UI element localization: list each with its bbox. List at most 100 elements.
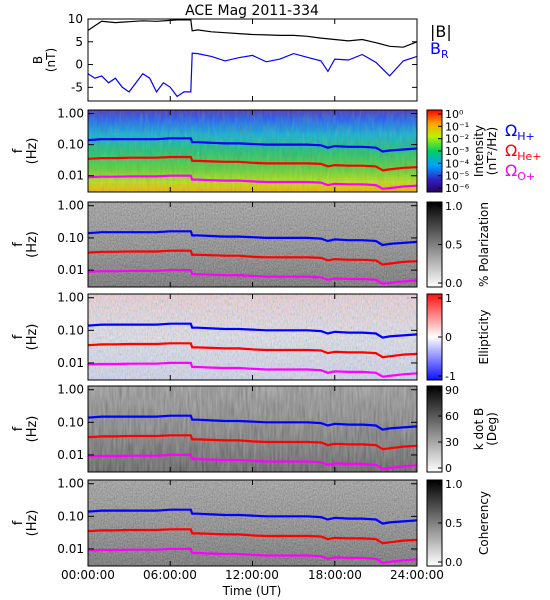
colorbar-tick-label: 0.5 — [445, 517, 463, 530]
panel-polarization: 1.00 0.10 0.01 f (Hz) 1.0 0.5 0.0 % Polarization — [11, 199, 491, 290]
y-tick-label: 0.10 — [57, 138, 84, 152]
colorbar-label-line: (nT²/Hz) — [485, 127, 499, 175]
colorbar-tick-label: 10⁻³ — [445, 145, 469, 158]
colorbar-tick-label: 10⁻¹ — [445, 120, 469, 133]
y-axis-label-line: B — [31, 56, 45, 64]
y-axis-label-line: f — [11, 334, 26, 339]
h-plus-gyrofrequency-line — [88, 508, 417, 525]
panel-coherency: 1.00 0.10 0.01 f (Hz) 1.0 0.5 0.0 Coherency — [11, 477, 491, 569]
spectrogram-texture — [88, 386, 417, 472]
o-plus-gyrofrequency-line — [88, 174, 417, 190]
spectrogram-texture — [88, 202, 417, 287]
o-plus-gyrofrequency-line — [88, 547, 417, 564]
legend-b-radial: BR — [430, 39, 449, 61]
spectrogram-texture — [88, 110, 417, 192]
panel-power-spectrum: 1.00 0.10 0.01 f (Hz) 10⁰10⁻¹10⁻²10⁻³10⁻⁴10⁻⁵… — [11, 107, 542, 195]
y-axis-label-line: (Hz) — [25, 510, 40, 537]
y-axis-label: f (Hz) — [11, 324, 40, 351]
x-axis-label: Time (UT) — [222, 584, 282, 598]
y-axis-label: B (nT) — [31, 48, 58, 72]
y-tick-label: 1.00 — [57, 107, 84, 121]
y-tick-label: 10 — [68, 12, 83, 26]
colorbar-tick-label: 10⁻⁶ — [445, 182, 470, 195]
colorbar-tick-label: 0.0 — [445, 277, 463, 290]
h-plus-gyrofrequency-line — [88, 230, 417, 247]
colorbar-tick-label: 90 — [445, 384, 459, 397]
y-tick-label: 1.00 — [57, 383, 84, 397]
colorbar-tick-label: 0 — [445, 462, 452, 475]
colorbar-label-line: Ellipticity — [477, 310, 491, 365]
colorbar-label: % Polarization — [477, 202, 491, 287]
colorbar-tick-label: 0.5 — [445, 239, 463, 252]
colorbar-label-line: Coherency — [477, 491, 491, 555]
y-tick-label: 0.01 — [57, 263, 84, 277]
o-plus-gyrofrequency-line — [88, 269, 417, 285]
spectrogram-image — [88, 386, 417, 472]
he-plus-gyrofrequency-line — [88, 342, 417, 359]
x-tick-label: 00:00:00 — [61, 568, 115, 582]
y-axis-label: f (Hz) — [11, 510, 40, 537]
he-plus-gyrofrequency-line — [88, 155, 417, 172]
legend-b-total: |B| — [430, 22, 452, 41]
y-tick-label: 0.01 — [57, 356, 84, 370]
x-tick-label: 18:00:00 — [308, 568, 362, 582]
y-tick-label: 0.01 — [57, 542, 84, 556]
colorbar-tick-label: 10⁻⁵ — [445, 170, 469, 183]
panel-k-dot-b: 1.00 0.10 0.01 f (Hz) 90 60 30 0 k dot B (Deg) — [11, 383, 499, 475]
y-axis-label-line: (Hz) — [25, 231, 40, 258]
panel-ellipticity: 1.00 0.10 0.01 f (Hz) 1 0 -1 Ellipticity — [11, 291, 491, 383]
he-plus-gyrofrequency-line — [88, 249, 417, 266]
colorbar-tick-label: 60 — [445, 410, 459, 423]
colorbar — [426, 385, 443, 473]
y-tick-label: 1.00 — [57, 199, 84, 213]
h-plus-gyrofrequency-line — [88, 414, 417, 431]
h-plus-gyrofrequency-line — [88, 137, 417, 153]
y-axis-label: f (Hz) — [11, 138, 40, 165]
colorbar-tick-label: 1 — [445, 292, 452, 305]
he-plus-gyrofrequency-line — [88, 528, 417, 545]
y-axis-label-line: f — [11, 426, 26, 431]
panel-frame — [87, 18, 418, 102]
y-tick-label: 0.01 — [57, 448, 84, 462]
y-axis-label: f (Hz) — [11, 416, 40, 443]
y-tick-label: 1.00 — [57, 477, 84, 491]
colorbar-label-line: (Deg) — [485, 412, 499, 446]
panel-magnetic-field: 10 5 0 -5 B (nT) |B|BR — [31, 12, 452, 102]
o-plus-gyrofrequency-line — [88, 361, 417, 378]
spectrogram-texture — [88, 294, 417, 380]
colorbar-tick-label: 10⁻⁴ — [445, 157, 470, 170]
x-tick-label: 24:00:00 — [390, 568, 444, 582]
figure-title: ACE Mag 2011-334 — [185, 3, 319, 19]
legend-h-plus: ΩH+ — [505, 121, 535, 143]
series-line-b-radial — [87, 52, 418, 98]
colorbar-label: k dot B (Deg) — [472, 408, 499, 450]
y-tick-label: 0 — [75, 58, 83, 72]
he-plus-gyrofrequency-line — [88, 434, 417, 451]
spectrogram-image — [88, 294, 417, 380]
y-axis-label-line: (nT) — [44, 48, 58, 72]
colorbar-tick-label: 1.0 — [445, 478, 463, 491]
y-tick-label: 5 — [75, 35, 83, 49]
y-axis-label-line: f — [11, 242, 26, 247]
y-axis-label: f (Hz) — [11, 231, 40, 258]
x-tick-label: 12:00:00 — [225, 568, 279, 582]
y-tick-label: 0.10 — [57, 231, 84, 245]
spectrogram-image — [88, 480, 417, 566]
legend-he-plus: ΩHe+ — [505, 141, 542, 163]
colorbar-label-line: k dot B — [472, 408, 486, 450]
y-tick-label: 1.00 — [57, 291, 84, 305]
spectrogram-texture — [88, 480, 417, 566]
h-plus-gyrofrequency-line — [88, 322, 417, 339]
y-axis-label-line: (Hz) — [25, 324, 40, 351]
colorbar-tick-label: 10⁰ — [445, 108, 464, 121]
colorbar-tick-label: -1 — [445, 370, 456, 383]
y-tick-label: 0.10 — [57, 323, 84, 337]
colorbar-label: Intensity (nT²/Hz) — [472, 125, 499, 177]
colorbar-label-line: % Polarization — [477, 202, 491, 287]
colorbar-tick-label: 30 — [445, 436, 459, 449]
colorbar-tick-label: 0 — [445, 331, 452, 344]
spectrogram-image — [88, 202, 417, 287]
y-axis-label-line: (Hz) — [25, 416, 40, 443]
colorbar-tick-label: 1.0 — [445, 200, 463, 213]
